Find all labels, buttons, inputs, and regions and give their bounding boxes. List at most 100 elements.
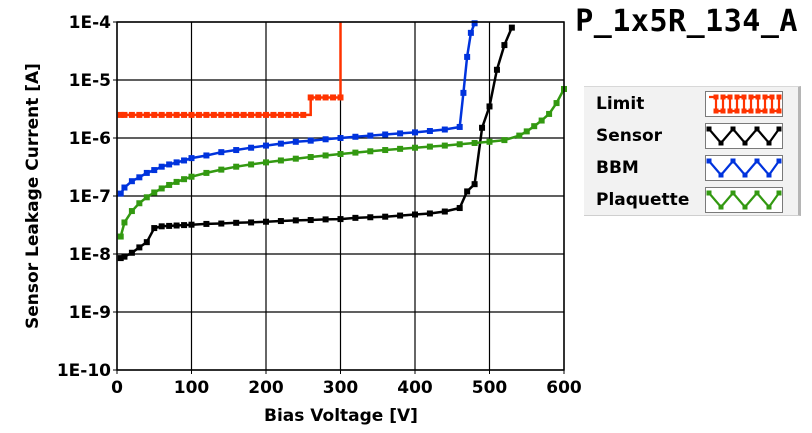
legend-swatch-graphic bbox=[709, 94, 782, 114]
legend: Limit Sensor BBM Plaquette bbox=[584, 86, 801, 216]
data-point-plaquette bbox=[531, 123, 538, 130]
legend-swatch-marker bbox=[730, 158, 736, 164]
data-point-sensor bbox=[158, 223, 165, 230]
legend-swatch-marker bbox=[720, 94, 726, 100]
data-point-bbm bbox=[322, 136, 329, 143]
data-point-limit bbox=[255, 111, 262, 118]
data-point-plaquette bbox=[188, 173, 195, 180]
legend-swatch-marker bbox=[748, 94, 754, 100]
legend-swatch-marker bbox=[741, 94, 747, 100]
legend-swatch-marker bbox=[762, 108, 768, 114]
data-point-bbm bbox=[277, 140, 284, 147]
data-point-bbm bbox=[456, 123, 463, 130]
legend-swatch-marker bbox=[776, 108, 782, 114]
data-point-limit bbox=[285, 111, 292, 118]
data-point-limit bbox=[210, 111, 217, 118]
axis-layer: 0 100 200 300 400 500 600 1E-10 1E-9 1E-8 1E-7 1E-6… bbox=[57, 13, 582, 398]
legend-swatch-marker bbox=[754, 126, 760, 132]
data-point-bbm bbox=[203, 152, 210, 159]
data-point-limit bbox=[181, 111, 188, 118]
legend-swatch-marker bbox=[730, 190, 736, 196]
legend-swatch-marker bbox=[727, 108, 733, 114]
legend-swatch-marker bbox=[742, 140, 748, 146]
legend-swatch-marker bbox=[776, 126, 782, 132]
data-point-limit bbox=[203, 111, 210, 118]
legend-item-bbm[interactable]: BBM bbox=[584, 153, 798, 183]
chart-title: P_1x5R_134_A bbox=[575, 4, 798, 39]
data-point-sensor bbox=[501, 42, 508, 49]
data-point-sensor bbox=[188, 221, 195, 228]
legend-item-plaquette[interactable]: Plaquette bbox=[584, 185, 798, 215]
data-point-sensor bbox=[181, 222, 188, 229]
legend-swatch-marker bbox=[706, 158, 712, 164]
data-point-bbm bbox=[263, 142, 269, 149]
data-point-plaquette bbox=[426, 143, 433, 150]
legend-swatch-marker bbox=[766, 204, 772, 210]
legend-swatch-marker bbox=[766, 172, 772, 178]
legend-swatch-marker bbox=[727, 94, 733, 100]
data-point-plaquette bbox=[218, 166, 225, 173]
data-point-sensor bbox=[352, 214, 359, 221]
legend-swatch-sensor bbox=[705, 123, 783, 149]
legend-swatch-marker bbox=[706, 126, 712, 132]
data-point-plaquette bbox=[538, 117, 545, 124]
legend-label-limit: Limit bbox=[596, 94, 645, 114]
data-point-sensor bbox=[397, 212, 404, 219]
legend-swatch-graphic bbox=[706, 126, 782, 146]
data-point-bbm bbox=[460, 89, 467, 96]
data-point-plaquette bbox=[337, 150, 344, 157]
data-point-bbm bbox=[426, 128, 433, 135]
legend-swatch-marker bbox=[706, 190, 712, 196]
legend-swatch-marker bbox=[755, 94, 761, 100]
data-point-limit bbox=[263, 111, 269, 118]
legend-swatch-plaquette bbox=[705, 187, 783, 213]
legend-swatch-marker bbox=[734, 94, 740, 100]
data-point-plaquette bbox=[382, 147, 389, 154]
data-point-plaquette bbox=[117, 233, 124, 240]
legend-swatch-marker bbox=[776, 158, 782, 164]
x-tick-label: 0 bbox=[111, 378, 123, 398]
data-point-limit bbox=[188, 111, 195, 118]
data-point-bbm bbox=[382, 131, 389, 138]
data-point-sensor bbox=[479, 124, 486, 131]
data-point-sensor bbox=[441, 208, 448, 215]
data-point-limit bbox=[121, 111, 128, 118]
legend-item-limit[interactable]: Limit bbox=[584, 89, 798, 119]
data-point-limit bbox=[151, 111, 158, 118]
data-point-sensor bbox=[292, 217, 299, 224]
y-tick-label: 1E-7 bbox=[69, 187, 111, 207]
y-tick-label: 1E-6 bbox=[69, 129, 111, 149]
data-point-plaquette bbox=[248, 161, 255, 168]
data-point-bbm bbox=[181, 157, 188, 164]
data-point-plaquette bbox=[523, 128, 530, 135]
legend-item-sensor[interactable]: Sensor bbox=[584, 121, 798, 151]
data-point-plaquette bbox=[546, 110, 553, 117]
data-point-plaquette bbox=[121, 219, 128, 226]
data-point-sensor bbox=[151, 225, 158, 232]
legend-swatch-limit bbox=[705, 91, 783, 117]
data-point-bbm bbox=[143, 169, 150, 176]
legend-swatch-marker bbox=[754, 190, 760, 196]
data-point-plaquette bbox=[441, 142, 448, 149]
data-point-sensor bbox=[412, 211, 418, 218]
data-point-limit bbox=[315, 94, 322, 101]
x-tick-label: 500 bbox=[472, 378, 508, 398]
legend-label-bbm: BBM bbox=[596, 158, 639, 178]
legend-swatch-graphic bbox=[706, 158, 782, 178]
data-point-sensor bbox=[248, 219, 255, 226]
data-point-bbm bbox=[412, 129, 418, 136]
x-tick-label: 600 bbox=[546, 378, 582, 398]
data-point-bbm bbox=[307, 137, 314, 144]
data-point-limit bbox=[166, 111, 173, 118]
x-tick-label: 400 bbox=[397, 378, 433, 398]
x-tick-label: 100 bbox=[174, 378, 210, 398]
data-point-plaquette bbox=[322, 152, 329, 159]
data-point-plaquette bbox=[501, 137, 508, 144]
legend-label-plaquette: Plaquette bbox=[596, 190, 690, 210]
legend-swatch-marker bbox=[776, 190, 782, 196]
data-point-bbm bbox=[218, 149, 225, 156]
data-point-bbm bbox=[352, 133, 359, 140]
data-point-plaquette bbox=[471, 139, 478, 146]
legend-swatch-marker bbox=[742, 172, 748, 178]
data-point-bbm bbox=[337, 135, 344, 141]
